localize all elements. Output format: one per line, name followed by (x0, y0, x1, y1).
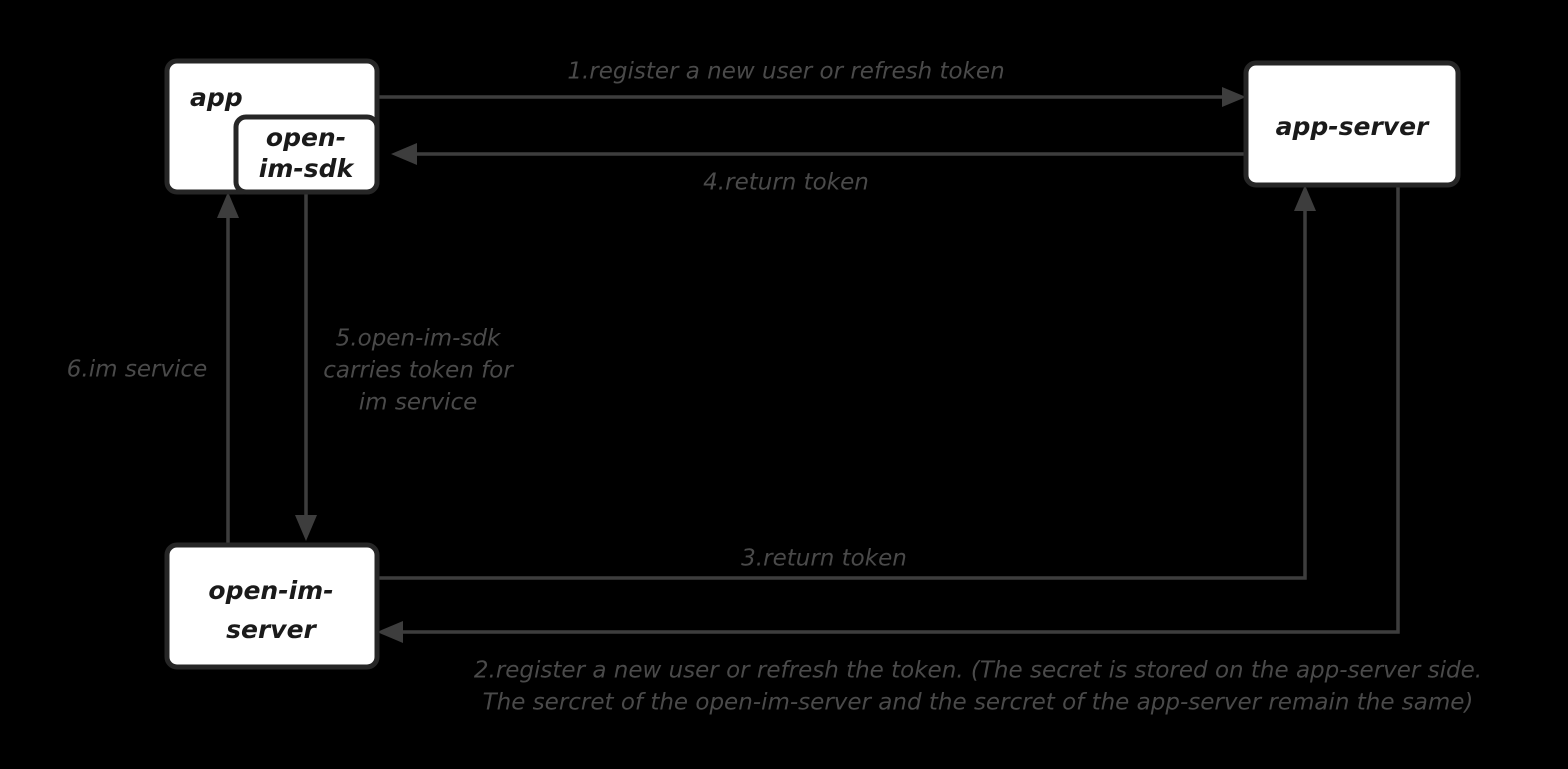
node-open-im-sdk-label-line1: open- (266, 123, 346, 152)
edge-5-arrowhead (295, 515, 317, 541)
node-app-label: app (190, 83, 243, 112)
node-open-im-sdk-label-line2: im-sdk (259, 154, 355, 183)
edge-4-arrowhead (391, 143, 417, 165)
edge-6-im-service: 6.im service (67, 192, 239, 545)
edge-4-label: 4.return token (703, 170, 869, 196)
edge-5-sdk-carries-token: 5.open-im-sdk carries token for im servi… (295, 192, 514, 541)
edge-3-arrowhead (1294, 185, 1316, 211)
edge-5-label-line2: carries token for (323, 358, 514, 384)
node-open-im-sdk-box[interactable] (233, 114, 380, 195)
edge-6-arrowhead (217, 192, 239, 218)
edge-2-line (400, 185, 1400, 634)
edge-4-return-token: 4.return token (391, 143, 1246, 196)
edge-2-arrowhead (377, 621, 403, 643)
node-app-server-label: app-server (1276, 112, 1430, 141)
edge-2-label-line2: The sercret of the open-im-server and th… (483, 690, 1474, 716)
edge-1-register-user: 1.register a new user or refresh token (377, 59, 1246, 107)
edge-1-arrowhead (1222, 87, 1246, 107)
node-open-im-server-box[interactable] (164, 542, 380, 670)
node-open-im-server[interactable]: open-im- server (164, 542, 380, 670)
edge-3-line (377, 208, 1307, 580)
edge-5-label-line3: im service (359, 390, 478, 416)
node-app-server[interactable]: app-server (1243, 60, 1461, 188)
edge-2-register-refresh-token: 2.register a new user or refresh the tok… (377, 185, 1482, 716)
edge-2-label-line1: 2.register a new user or refresh the tok… (474, 658, 1482, 684)
edge-5-label-line1: 5.open-im-sdk (336, 326, 502, 352)
edge-1-label: 1.register a new user or refresh token (567, 59, 1004, 85)
node-open-im-sdk[interactable]: open- im-sdk (233, 114, 380, 195)
node-open-im-server-label-line1: open-im- (208, 576, 333, 605)
node-open-im-server-label-line2: server (226, 615, 317, 644)
edge-6-label: 6.im service (67, 357, 207, 383)
edge-3-label: 3.return token (741, 546, 907, 572)
edge-3-return-token: 3.return token (377, 185, 1316, 580)
node-app-server-box[interactable] (1243, 60, 1461, 188)
